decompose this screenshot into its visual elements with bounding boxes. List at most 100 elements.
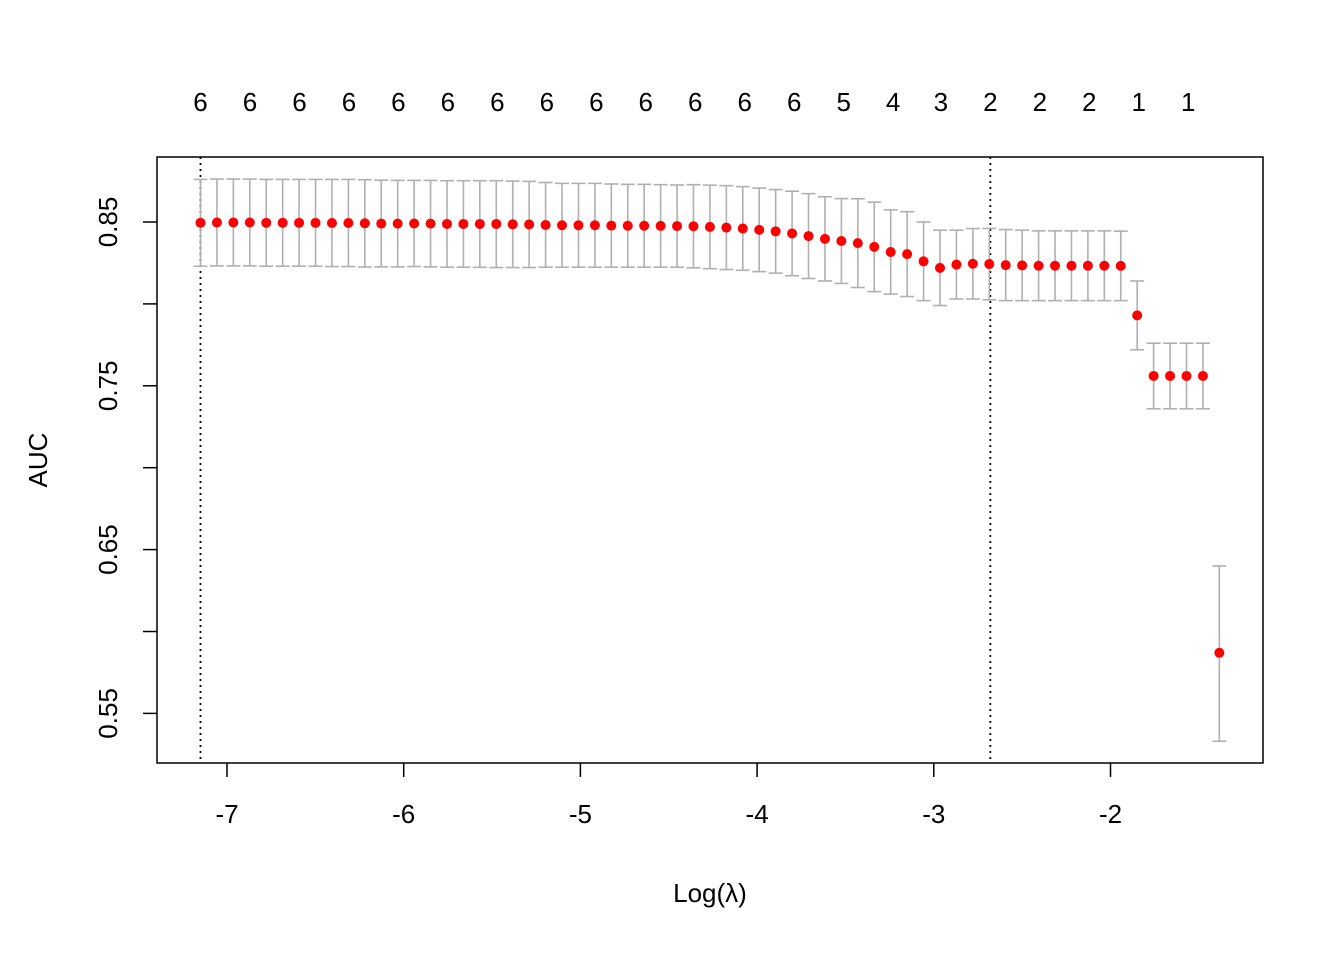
data-point	[425, 218, 436, 229]
y-tick-label: 0.85	[93, 197, 123, 248]
data-point	[540, 219, 551, 230]
top-count-label: 6	[292, 87, 306, 117]
data-point	[277, 217, 288, 228]
data-point	[885, 246, 896, 257]
top-count-label: 2	[1082, 87, 1096, 117]
data-point	[1214, 647, 1225, 658]
data-point	[639, 220, 650, 231]
data-point	[195, 217, 206, 228]
data-point	[491, 218, 502, 229]
data-point	[474, 218, 485, 229]
data-point	[1115, 260, 1126, 271]
top-count-label: 1	[1181, 87, 1195, 117]
data-point	[458, 218, 469, 229]
x-tick-label: -4	[746, 799, 769, 829]
data-point	[343, 217, 354, 228]
data-point	[261, 217, 272, 228]
top-count-label: 6	[737, 87, 751, 117]
top-count-label: 6	[787, 87, 801, 117]
data-point	[359, 218, 370, 229]
plot-frame	[156, 156, 1264, 764]
x-tick-label: -6	[392, 799, 415, 829]
data-point	[507, 219, 518, 230]
data-point	[310, 217, 321, 228]
data-point	[918, 256, 929, 267]
top-count-label: 6	[193, 87, 207, 117]
data-point	[688, 221, 699, 232]
top-count-label: 6	[540, 87, 554, 117]
y-tick-label: 0.65	[93, 524, 123, 575]
y-axis: 0.55 0.65 0.75 0.85	[93, 197, 157, 739]
top-count-label: 1	[1132, 87, 1146, 117]
data-point	[787, 228, 798, 239]
top-count-label: 3	[934, 87, 948, 117]
data-point	[622, 220, 633, 231]
top-count-label: 6	[490, 87, 504, 117]
data-point	[294, 217, 305, 228]
data-point	[754, 224, 765, 235]
data-point	[1066, 260, 1077, 271]
data-point	[803, 231, 814, 242]
data-point	[409, 218, 420, 229]
data-point	[951, 259, 962, 270]
data-point	[934, 262, 945, 273]
data-point	[1181, 370, 1192, 381]
data-point	[244, 217, 255, 228]
x-tick-label: -5	[569, 799, 592, 829]
x-tick-label: -7	[215, 799, 238, 829]
data-points	[195, 217, 1225, 658]
reference-lines	[199, 157, 992, 763]
data-point	[392, 218, 403, 229]
data-point	[1000, 260, 1011, 271]
data-point	[1050, 260, 1061, 271]
data-point	[376, 218, 387, 229]
top-count-label: 4	[886, 87, 900, 117]
data-point	[1033, 260, 1044, 271]
top-count-label: 6	[688, 87, 702, 117]
x-axis-title: Log(λ)	[673, 878, 747, 908]
top-count-label: 6	[391, 87, 405, 117]
data-point	[967, 258, 978, 269]
top-count-label: 6	[342, 87, 356, 117]
data-point	[441, 218, 452, 229]
data-point	[836, 236, 847, 247]
y-axis-title: AUC	[23, 433, 53, 488]
data-point	[1165, 370, 1176, 381]
data-point	[737, 223, 748, 234]
data-point	[524, 219, 535, 230]
data-point	[704, 221, 715, 232]
data-point	[672, 221, 683, 232]
data-point	[770, 226, 781, 237]
data-point	[1017, 260, 1028, 271]
data-point	[819, 233, 830, 244]
x-axis: -7 -6 -5 -4 -3 -2	[215, 763, 1122, 829]
data-point	[1132, 310, 1143, 321]
data-point	[852, 238, 863, 249]
x-tick-label: -2	[1099, 799, 1122, 829]
data-point	[984, 259, 995, 270]
top-count-label: 2	[1033, 87, 1047, 117]
top-count-label: 6	[441, 87, 455, 117]
top-count-label: 2	[983, 87, 997, 117]
top-count-label: 6	[639, 87, 653, 117]
data-point	[228, 217, 239, 228]
x-tick-label: -3	[922, 799, 945, 829]
y-tick-label: 0.75	[93, 360, 123, 411]
data-point	[721, 222, 732, 233]
top-count-label: 6	[243, 87, 257, 117]
data-point	[211, 217, 222, 228]
top-axis: 6 6 6 6 6 6 6 6 6 6 6 6 6 5 4 3 2 2 2 1 1	[193, 87, 1195, 117]
top-count-label: 6	[589, 87, 603, 117]
data-point	[573, 220, 584, 231]
data-point	[606, 220, 617, 231]
data-point	[655, 220, 666, 231]
data-point	[1148, 370, 1159, 381]
data-point	[326, 217, 337, 228]
data-point	[902, 249, 913, 260]
data-point	[1197, 370, 1208, 381]
data-point	[589, 220, 600, 231]
data-point	[869, 241, 880, 252]
y-tick-label: 0.55	[93, 688, 123, 739]
